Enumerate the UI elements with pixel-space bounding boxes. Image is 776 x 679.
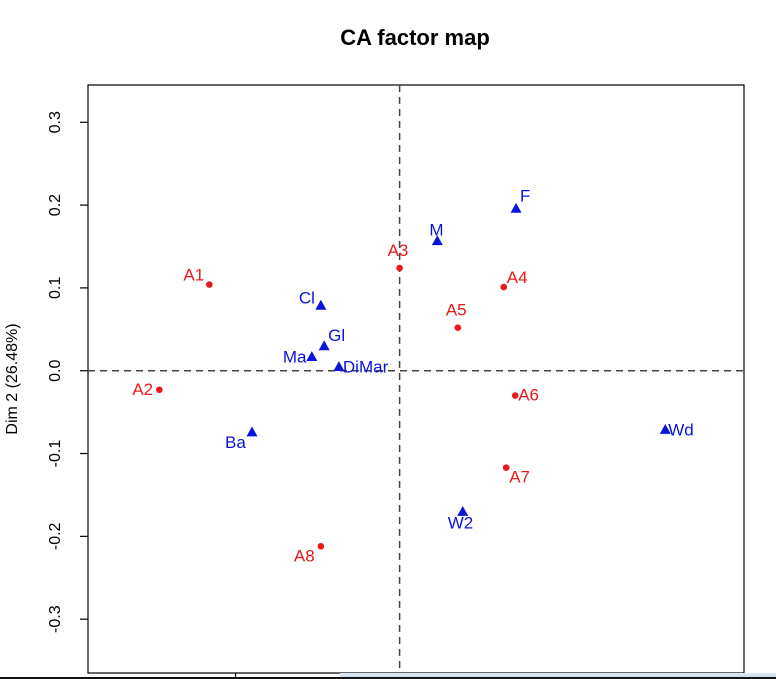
point-label-f: F xyxy=(520,186,530,205)
point-w2 xyxy=(457,506,469,516)
point-gl xyxy=(318,340,330,351)
point-label-a4: A4 xyxy=(507,268,528,287)
point-label-cl: Cl xyxy=(299,288,315,307)
point-wd xyxy=(659,424,671,434)
point-f xyxy=(510,202,522,213)
plot-frame xyxy=(87,84,745,674)
reference-lines xyxy=(88,85,744,673)
point-a6 xyxy=(511,392,519,399)
point-label-a5: A5 xyxy=(446,301,467,320)
window-bottom-strip xyxy=(340,673,776,679)
point-label-a8: A8 xyxy=(294,546,315,565)
point-m xyxy=(431,235,443,246)
point-ba xyxy=(246,426,258,437)
point-cl xyxy=(315,299,327,310)
point-label-a2: A2 xyxy=(132,380,153,399)
y-tick-label: 0.1 xyxy=(47,277,64,299)
y-tick-label: 0.3 xyxy=(47,111,64,133)
y-tick-label: -0.1 xyxy=(47,440,64,468)
point-label-a6: A6 xyxy=(518,386,539,405)
point-a3 xyxy=(396,264,403,272)
point-label-w2: W2 xyxy=(448,514,474,533)
point-a1 xyxy=(206,281,213,288)
point-label-gl: Gl xyxy=(328,326,345,345)
point-a4 xyxy=(500,283,508,291)
point-ma xyxy=(306,351,318,362)
point-label-a3: A3 xyxy=(388,241,409,260)
point-label-ba: Ba xyxy=(225,433,246,452)
y-tick-label: 0.2 xyxy=(47,194,64,216)
point-label-m: M xyxy=(429,221,443,240)
point-a8 xyxy=(317,542,325,550)
point-dimar xyxy=(333,361,345,371)
point-label-a7: A7 xyxy=(509,468,530,487)
point-label-a1: A1 xyxy=(183,266,204,285)
window-bottom-edge xyxy=(0,677,776,679)
y-axis: -0.3 -0.2 -0.1 0.0 0.1 0.2 0.3 xyxy=(47,111,88,633)
y-tick-label: -0.2 xyxy=(47,522,64,550)
y-tick-label: -0.3 xyxy=(47,605,64,633)
point-label-wd: Wd xyxy=(668,421,694,440)
data-points: A1 A2 A3 A4 A5 A6 A7 A8 F M Cl Gl Ma DiMar Ba W2 Wd xyxy=(132,186,693,565)
y-axis-label: Dim 2 (26.48%) xyxy=(4,323,21,434)
point-a5 xyxy=(454,324,462,331)
chart-title: CA factor map xyxy=(340,25,490,50)
point-label-ma: Ma xyxy=(283,348,307,367)
point-a7 xyxy=(502,464,510,471)
y-tick-label: 0.0 xyxy=(47,359,64,381)
point-label-dimar: DiMar xyxy=(343,358,389,377)
point-a2 xyxy=(156,386,163,394)
